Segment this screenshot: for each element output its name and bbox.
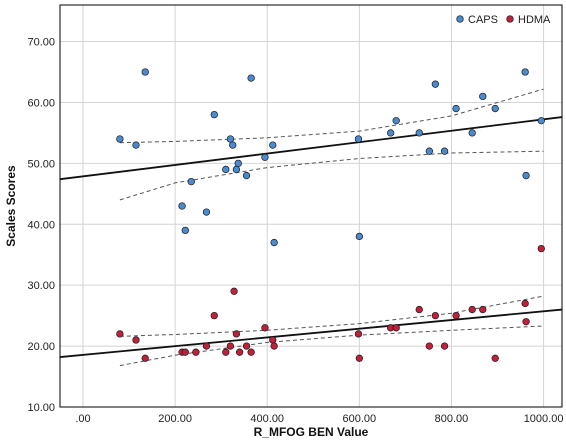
hdma-point bbox=[431, 311, 439, 320]
y-tick-label: 20.00 bbox=[27, 341, 55, 353]
caps-point bbox=[415, 129, 423, 137]
caps-point bbox=[232, 165, 241, 174]
x-tick-label: .00 bbox=[75, 413, 90, 425]
hdma-point bbox=[202, 342, 211, 350]
hdma-point bbox=[355, 354, 364, 362]
caps-point bbox=[354, 135, 363, 143]
x-tick-label: 600.00 bbox=[343, 413, 377, 425]
y-tick-label: 70.00 bbox=[27, 37, 55, 49]
caps-ci-lower-line bbox=[119, 150, 544, 201]
plot-frame bbox=[59, 4, 563, 408]
caps-point bbox=[141, 68, 149, 76]
hdma-point bbox=[116, 330, 124, 338]
hdma-point bbox=[270, 342, 278, 350]
caps-point bbox=[210, 110, 218, 119]
x-tick-label: 1000.00 bbox=[524, 413, 564, 425]
hdma-point bbox=[242, 342, 251, 350]
caps-point bbox=[181, 226, 189, 235]
hdma-point bbox=[132, 336, 140, 344]
caps-point bbox=[132, 141, 140, 149]
legend-hdma-marker bbox=[506, 15, 514, 23]
hdma-point bbox=[354, 330, 363, 338]
caps-point bbox=[521, 68, 529, 76]
caps-point bbox=[452, 104, 460, 113]
hdma-point bbox=[491, 354, 499, 362]
hdma-point bbox=[479, 305, 487, 314]
y-tick-label: 60.00 bbox=[27, 97, 55, 109]
caps-point bbox=[261, 153, 269, 161]
caps-point bbox=[425, 147, 434, 155]
y-tick-label: 40.00 bbox=[27, 219, 55, 231]
hdma-point bbox=[440, 342, 449, 350]
hdma-point bbox=[261, 324, 269, 332]
caps-point bbox=[387, 129, 395, 137]
caps-point bbox=[222, 165, 230, 174]
hdma-point bbox=[537, 244, 545, 253]
caps-point bbox=[234, 159, 242, 168]
caps-point bbox=[247, 74, 255, 82]
hdma-point bbox=[522, 318, 530, 326]
hdma-point bbox=[235, 348, 244, 356]
y-tick-label: 30.00 bbox=[27, 280, 55, 292]
hdma-point bbox=[226, 342, 235, 350]
hdma-point bbox=[269, 336, 277, 344]
caps-point bbox=[431, 80, 439, 88]
tick-label-layer: .00 200.00 400.00 600.00 800.00 1000.00 10.00 2… bbox=[27, 37, 563, 425]
caps-point bbox=[522, 171, 530, 180]
caps-point bbox=[116, 135, 124, 143]
caps-point bbox=[226, 135, 235, 143]
confidence-band-layer bbox=[119, 88, 544, 367]
hdma-fit-line bbox=[59, 308, 563, 358]
y-tick-label: 10.00 bbox=[27, 402, 55, 414]
legend-hdma-label: HDMA bbox=[518, 14, 551, 26]
legend-caps-marker bbox=[456, 15, 464, 23]
legend: CAPS HDMA bbox=[456, 14, 551, 26]
caps-point bbox=[468, 129, 476, 137]
caps-point bbox=[178, 202, 186, 210]
hdma-point bbox=[425, 342, 434, 350]
caps-point bbox=[479, 92, 487, 101]
hdma-point bbox=[452, 311, 460, 320]
grid-layer bbox=[60, 5, 562, 408]
legend-caps-label: CAPS bbox=[468, 14, 498, 26]
hdma-point bbox=[181, 348, 189, 356]
y-tick-label: 50.00 bbox=[27, 158, 55, 170]
x-tick-label: 800.00 bbox=[435, 413, 469, 425]
hdma-point bbox=[222, 348, 230, 356]
hdma-point bbox=[415, 305, 423, 314]
x-tick-label: 400.00 bbox=[250, 413, 284, 425]
caps-point bbox=[355, 232, 364, 241]
hdma-point bbox=[210, 311, 218, 320]
hdma-point bbox=[192, 348, 200, 356]
caps-point bbox=[440, 147, 449, 155]
caps-point bbox=[537, 117, 545, 125]
caps-point bbox=[187, 177, 195, 186]
caps-point bbox=[242, 171, 251, 180]
x-tick-label: 200.00 bbox=[158, 413, 192, 425]
caps-point bbox=[229, 141, 237, 149]
caps-fit-line bbox=[59, 116, 563, 181]
point-layer bbox=[116, 68, 545, 362]
hdma-point bbox=[232, 330, 241, 338]
hdma-point bbox=[247, 348, 255, 356]
caps-point bbox=[392, 117, 400, 125]
caps-point bbox=[269, 141, 277, 149]
fit-line-layer bbox=[59, 116, 563, 358]
hdma-point bbox=[141, 354, 149, 362]
hdma-point bbox=[468, 305, 476, 314]
caps-point bbox=[491, 104, 499, 113]
y-axis-title: Scales Scores bbox=[4, 165, 18, 247]
caps-point bbox=[202, 208, 211, 216]
caps-point bbox=[270, 238, 278, 247]
hdma-point bbox=[521, 299, 529, 308]
hdma-ci-upper-line bbox=[119, 295, 544, 337]
hdma-point bbox=[230, 287, 238, 295]
x-axis-title: R_MFOG BEN Value bbox=[254, 425, 369, 439]
hdma-point bbox=[392, 324, 400, 332]
